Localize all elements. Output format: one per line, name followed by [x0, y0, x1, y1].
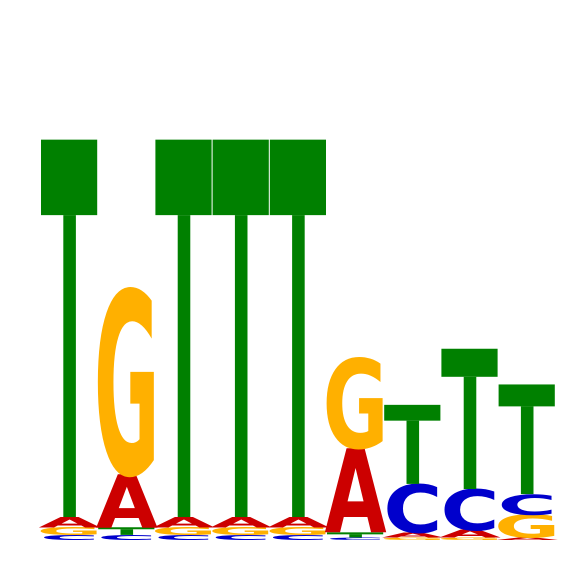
- letter-T-stem: [120, 529, 134, 535]
- letter-G: G: [437, 537, 503, 541]
- letter-T-stem: [520, 406, 534, 495]
- letter-T-stem: [177, 215, 191, 518]
- logo-position-9: AGC: [494, 384, 560, 545]
- letter-T-bar: [155, 139, 212, 216]
- letter-T-bar: [212, 139, 269, 216]
- letter-T-bar: [327, 532, 384, 535]
- letter-T-stem: [292, 215, 305, 518]
- letter-C: C: [441, 479, 500, 544]
- logo-position-6: CAG: [323, 336, 389, 560]
- logo-position-7: GAC: [380, 404, 446, 549]
- letter-A: A: [210, 514, 273, 530]
- letter-A: A: [39, 514, 102, 530]
- letter-A: A: [496, 537, 558, 541]
- letter-A: A: [439, 528, 502, 540]
- letter-G: G: [265, 525, 331, 537]
- letter-T-stem: [349, 534, 362, 538]
- letter-G: G: [494, 509, 560, 546]
- letter-A: A: [267, 514, 330, 530]
- letter-A: A: [325, 427, 387, 560]
- letter-T-stem: [63, 215, 76, 518]
- letter-T-bar: [441, 348, 498, 377]
- letter-T-stem: [463, 376, 477, 489]
- letter-A: A: [153, 514, 216, 530]
- letter-T-bar: [384, 404, 441, 421]
- logo-position-3: CGA: [151, 139, 217, 542]
- letter-A: A: [382, 531, 444, 539]
- letter-G: G: [323, 336, 389, 478]
- logo-position-2: CAG: [94, 242, 160, 545]
- letter-T-bar: [269, 139, 326, 216]
- logo-position-1: CGA: [37, 139, 103, 542]
- letter-G: G: [380, 537, 446, 541]
- letter-C: C: [212, 534, 271, 542]
- letter-C: C: [326, 537, 385, 541]
- letter-T-stem: [406, 420, 420, 484]
- letter-C: C: [269, 534, 328, 542]
- letter-T-bar: [41, 139, 98, 216]
- logo-position-8: GAC: [437, 348, 503, 544]
- letter-C: C: [40, 534, 99, 542]
- logo-position-5: CGA: [265, 139, 331, 542]
- letter-T-bar: [98, 527, 155, 530]
- letter-T-stem: [234, 215, 248, 518]
- letter-C: C: [498, 489, 557, 522]
- letter-C: C: [155, 534, 214, 542]
- letter-G: G: [208, 525, 274, 537]
- logo-position-4: CGA: [208, 139, 274, 542]
- letter-T-bar: [498, 384, 555, 407]
- letter-C: C: [97, 534, 156, 542]
- letter-C: C: [383, 472, 442, 549]
- letter-G: G: [151, 525, 217, 537]
- letter-A: A: [96, 460, 159, 545]
- letter-G: G: [37, 525, 103, 537]
- letter-G: G: [94, 242, 160, 534]
